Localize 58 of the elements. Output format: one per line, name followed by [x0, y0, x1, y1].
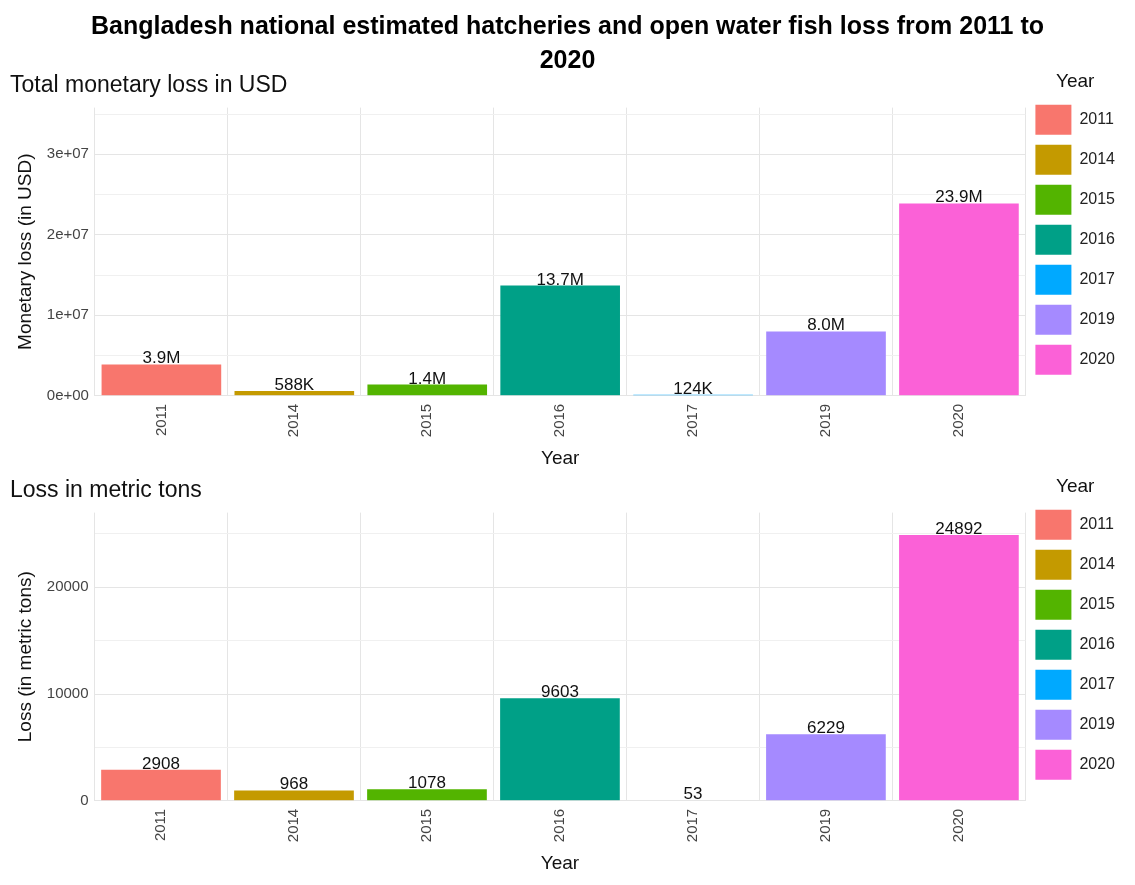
- y-tick-label: 1e+07: [46, 305, 89, 323]
- x-tick-label: 2011: [151, 403, 169, 437]
- legend-label: 2017: [1079, 270, 1116, 288]
- legend-label: 2014: [1079, 150, 1116, 168]
- legend-label: 2014: [1079, 555, 1116, 573]
- chart-title: Bangladesh national estimated hatcheries and open water fish loss from 2011 to 2020: [90, 11, 1045, 73]
- legend-label: 2019: [1079, 715, 1116, 733]
- x-tick-label: 2015: [417, 808, 435, 843]
- legend-title: Year: [1056, 69, 1096, 91]
- data-label: 588K: [274, 375, 315, 395]
- data-label: 2908: [142, 753, 180, 773]
- data-label: 1.4M: [408, 368, 447, 388]
- legend-title: Year: [1056, 474, 1096, 496]
- y-tick-label: 3e+07: [46, 144, 89, 162]
- y-tick-label: 20000: [46, 577, 89, 595]
- legend-label: 2011: [1079, 515, 1114, 533]
- legend-label: 2015: [1079, 595, 1116, 613]
- data-label: 53: [683, 784, 703, 804]
- data-label: 124K: [673, 378, 714, 398]
- legend-label: 2017: [1079, 675, 1116, 693]
- data-label: 9603: [541, 682, 579, 702]
- x-tick-label: 2016: [550, 808, 568, 843]
- legend-label: 2020: [1079, 350, 1116, 368]
- legend-label: 2015: [1079, 190, 1116, 208]
- data-label: 13.7M: [536, 269, 584, 289]
- x-tick-label: 2017: [683, 808, 701, 843]
- x-tick-label: 2019: [816, 808, 834, 843]
- legend-label: 2016: [1079, 635, 1116, 653]
- x-tick-label: 2020: [949, 403, 967, 438]
- data-label: 1078: [408, 773, 446, 793]
- x-tick-label: 2014: [284, 403, 302, 438]
- chart-subtitle: Total monetary loss in USD: [10, 71, 288, 98]
- x-tick-label: 2020: [949, 808, 967, 843]
- data-label: 23.9M: [935, 187, 983, 207]
- y-axis-title: Monetary loss (in USD): [13, 153, 35, 350]
- chart-title: Loss in metric tons: [10, 476, 202, 503]
- y-tick-label: 10000: [46, 684, 89, 702]
- legend-label: 2016: [1079, 230, 1116, 248]
- data-label: 24892: [935, 519, 983, 539]
- data-label: 8.0M: [807, 315, 845, 335]
- x-tick-label: 2019: [816, 403, 834, 438]
- x-tick-label: 2016: [550, 403, 568, 438]
- x-tick-label: 2015: [417, 403, 435, 438]
- legend-label: 2019: [1079, 310, 1116, 328]
- x-tick-label: 2011: [151, 808, 169, 842]
- x-tick-label: 2014: [284, 808, 302, 843]
- data-label: 968: [279, 774, 309, 794]
- x-axis-title: Year: [540, 851, 580, 873]
- x-tick-label: 2017: [683, 403, 701, 438]
- y-axis-title: Loss (in metric tons): [13, 571, 35, 743]
- y-tick-label: 2e+07: [46, 224, 89, 242]
- legend-label: 2020: [1079, 755, 1116, 773]
- data-label: 3.9M: [142, 348, 181, 368]
- data-label: 6229: [807, 718, 845, 738]
- x-axis-title: Year: [540, 446, 581, 468]
- legend-label: 2011: [1079, 110, 1114, 128]
- y-tick-label: 0: [80, 790, 89, 808]
- y-tick-label: 0e+00: [46, 385, 89, 403]
